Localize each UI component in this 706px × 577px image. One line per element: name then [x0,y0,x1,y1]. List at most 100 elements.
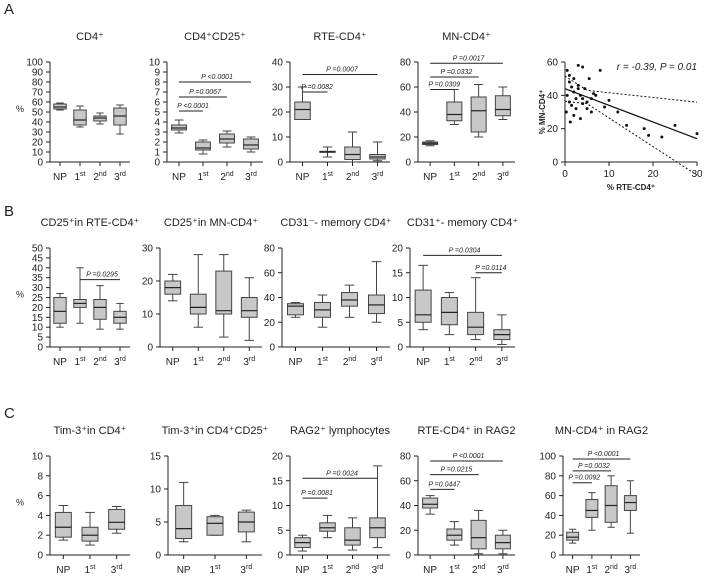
y-tick-label: 70 [32,88,44,99]
scatter-point [578,117,582,121]
x-tick-label: 1st [586,564,597,576]
box [446,528,463,541]
significance-label: P =0.0081 [301,490,333,497]
chart-title: CD31⁺- memory CD4⁺ [407,217,518,229]
x-tick-label: 1st [74,171,85,183]
scatter-point [565,93,569,97]
y-axis-label: % [16,290,24,300]
y-tick-label: 20 [400,526,412,537]
box [195,141,211,151]
box [53,297,67,324]
box-plot [470,509,487,555]
correlation-annotation: r = -0.39, P = 0.01 [617,62,697,73]
scatter-point [594,93,598,97]
y-tick-label: 90 [32,68,44,79]
significance-label: P =0.0082 [301,84,333,91]
x-tick-label: 2nd [343,356,356,368]
y-tick-label: 60 [547,58,559,69]
x-tick-label: 10 [603,169,615,180]
y-tick-label: 60 [400,83,412,94]
x-tick-label: 3rd [624,564,636,576]
chart-title: CD31⁻- memory CD4⁺ [280,217,391,229]
y-tick-label: 9 [154,68,160,79]
scatter-point [581,97,585,101]
box [175,505,193,539]
box-plot [470,84,487,138]
scatter-point [625,123,629,127]
y-tick-label: 40 [32,118,44,129]
box [93,298,107,320]
y-tick-label: 10 [272,501,284,512]
y-tick-label: 10 [149,58,161,69]
x-tick-label: NP [53,357,67,368]
y-tick-label: 0 [269,343,275,354]
significance-label: P =0.0304 [449,247,481,254]
box-plot [294,534,311,552]
box-plot [422,140,439,147]
scatter-point [585,107,589,111]
y-tick-label: 6 [37,491,43,502]
y-tick-label: 7 [154,88,160,99]
box-plot [494,529,511,555]
box [368,294,385,315]
significance-label: P =0.0332 [440,69,472,76]
scatter-point [570,85,574,89]
panel-label-B: B [4,203,14,220]
box [494,534,511,550]
box-plot [237,509,255,543]
box-plot [195,139,211,155]
y-tick-label: 20 [545,531,557,542]
box-plot [113,104,127,135]
significance-label: P <0.0001 [177,103,209,110]
box-plot [287,301,304,318]
y-tick-label: 5 [37,333,43,344]
y-tick-label: 4 [37,511,43,522]
y-axis-label: % [16,104,24,114]
scatter-point [695,132,699,136]
box-plot [369,141,386,162]
chart-title: RTE-CD4⁺ in RAG2 [418,425,516,437]
x-tick-label: 20 [647,169,659,180]
box [446,101,463,122]
box-plot [53,293,67,328]
box-plot [422,495,439,515]
y-tick-label: 15 [272,476,284,487]
y-tick-label: 10 [32,148,44,159]
x-tick-label: NP [566,565,580,576]
y-tick-label: 10 [32,452,44,463]
box-plot [81,511,99,546]
y-tick-label: 45 [32,253,44,264]
y-tick-label: 20 [32,303,44,314]
y-axis-label: % MN-CD4⁺ [538,90,547,135]
x-tick-label: 3rd [496,356,508,368]
y-tick-label: 2 [37,531,43,542]
significance-label: P =0.0447 [428,481,461,488]
scatter-point [565,68,569,72]
y-tick-label: 0 [397,343,403,354]
x-tick-label: 1st [84,564,95,576]
significance-label: P =0.0295 [86,272,118,279]
significance-label: P <0.0001 [453,453,485,460]
y-tick-label: 0 [155,551,161,562]
y-tick-label: 5 [155,518,161,529]
scatter-point [567,80,571,84]
y-tick-label: 100 [26,58,43,69]
y-tick-label: 8 [154,78,160,89]
y-tick-label: 0 [552,158,558,169]
y-tick-label: 0 [405,551,411,562]
box [470,96,487,133]
y-tick-label: 0 [154,158,160,169]
x-tick-label: 2nd [469,356,482,368]
scatter-point [585,100,589,104]
box-plot [440,292,458,336]
x-tick-label: 2nd [472,564,485,576]
box [287,303,304,316]
y-tick-label: 15 [392,268,404,279]
significance-label: P <0.0001 [588,451,620,458]
significance-label: P =0.0017 [453,55,486,62]
x-tick-label: 2nd [220,171,233,183]
y-tick-label: 10 [32,323,44,334]
box-plot [93,112,107,125]
y-tick-label: 0 [277,158,283,169]
y-tick-label: 30 [32,128,44,139]
